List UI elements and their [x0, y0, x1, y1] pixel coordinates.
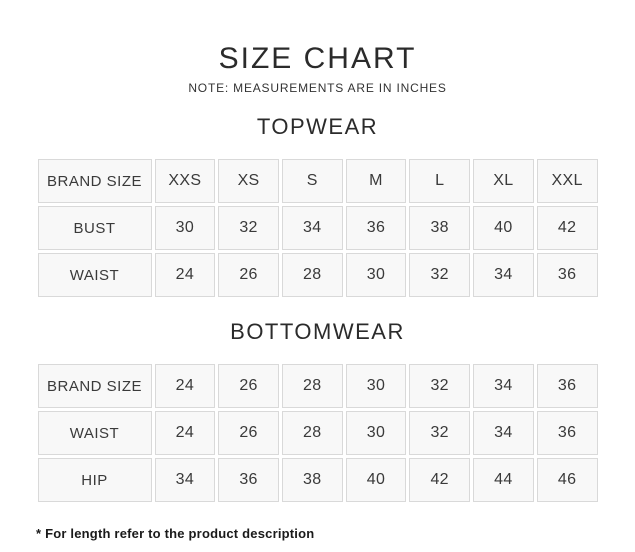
data-cell: 26 — [218, 364, 279, 408]
row-label-cell: BRAND SIZE — [37, 364, 152, 408]
data-cell: 32 — [218, 206, 279, 250]
data-cell: 26 — [218, 253, 279, 297]
table-row: WAIST 24 26 28 30 32 34 36 — [37, 411, 598, 455]
header-cell: L — [409, 159, 471, 203]
data-cell: 34 — [154, 458, 216, 502]
data-cell: 46 — [536, 458, 598, 502]
data-cell: 36 — [345, 206, 407, 250]
measurement-note: NOTE: MEASUREMENTS ARE IN INCHES — [188, 81, 447, 95]
data-cell: 38 — [409, 206, 471, 250]
data-cell: 30 — [345, 411, 407, 455]
bottomwear-table: BRAND SIZE 24 26 28 30 32 34 36 WAIST 24… — [35, 361, 601, 505]
data-cell: 32 — [409, 411, 471, 455]
data-cell: 28 — [281, 364, 343, 408]
row-label-cell: WAIST — [37, 411, 152, 455]
data-cell: 34 — [473, 364, 534, 408]
header-cell: S — [281, 159, 343, 203]
header-cell: XS — [218, 159, 279, 203]
data-cell: 34 — [473, 411, 534, 455]
row-label-cell: WAIST — [37, 253, 152, 297]
table-row: HIP 34 36 38 40 42 44 46 — [37, 458, 598, 502]
header-cell: BRAND SIZE — [37, 159, 152, 203]
table-row: WAIST 24 26 28 30 32 34 36 — [37, 253, 598, 297]
data-cell: 28 — [281, 411, 343, 455]
data-cell: 26 — [218, 411, 279, 455]
header-cell: XL — [473, 159, 534, 203]
data-cell: 36 — [536, 364, 598, 408]
page-title: SIZE CHART — [218, 42, 417, 75]
header-cell: XXL — [536, 159, 598, 203]
data-cell: 30 — [345, 364, 407, 408]
data-cell: 36 — [536, 253, 598, 297]
data-cell: 30 — [345, 253, 407, 297]
footnote: * For length refer to the product descri… — [36, 526, 315, 541]
data-cell: 30 — [154, 206, 216, 250]
data-cell: 40 — [473, 206, 534, 250]
data-cell: 38 — [281, 458, 343, 502]
data-cell: 32 — [409, 253, 471, 297]
section-title-bottomwear: BOTTOMWEAR — [230, 319, 405, 344]
data-cell: 42 — [409, 458, 471, 502]
data-cell: 24 — [154, 253, 216, 297]
data-cell: 36 — [536, 411, 598, 455]
table-row: BRAND SIZE 24 26 28 30 32 34 36 — [37, 364, 598, 408]
data-cell: 42 — [536, 206, 598, 250]
row-label-cell: HIP — [37, 458, 152, 502]
data-cell: 28 — [281, 253, 343, 297]
table-row: BUST 30 32 34 36 38 40 42 — [37, 206, 598, 250]
data-cell: 44 — [473, 458, 534, 502]
row-label-cell: BUST — [37, 206, 152, 250]
data-cell: 24 — [154, 364, 216, 408]
section-title-topwear: TOPWEAR — [256, 114, 379, 139]
data-cell: 40 — [345, 458, 407, 502]
data-cell: 34 — [281, 206, 343, 250]
data-cell: 24 — [154, 411, 216, 455]
header-cell: XXS — [154, 159, 216, 203]
data-cell: 34 — [473, 253, 534, 297]
table-row: BRAND SIZE XXS XS S M L XL XXL — [37, 159, 598, 203]
data-cell: 32 — [409, 364, 471, 408]
topwear-table: BRAND SIZE XXS XS S M L XL XXL BUST 30 3… — [35, 156, 601, 300]
data-cell: 36 — [218, 458, 279, 502]
header-cell: M — [345, 159, 407, 203]
